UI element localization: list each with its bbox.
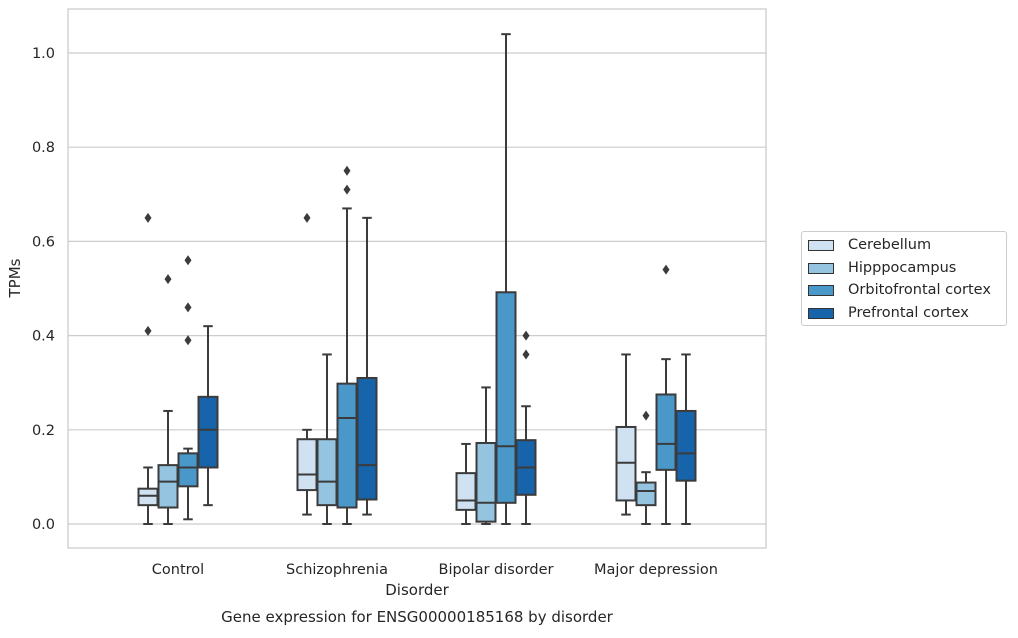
outlier-point — [144, 212, 152, 223]
legend-swatch-hippocampus — [808, 262, 834, 274]
box-iqr — [635, 481, 657, 507]
outlier-point — [343, 165, 351, 176]
x-tick-label: Bipolar disorder — [439, 562, 554, 578]
box-iqr — [197, 395, 219, 469]
legend-item-cerebellum: Cerebellum — [808, 235, 931, 255]
y-axis-label: TPMs — [6, 258, 24, 298]
box-cerebellum — [455, 442, 477, 525]
box-prefrontal-cortex — [356, 216, 378, 516]
box-hipppocampus — [635, 410, 657, 525]
x-tick-label: Major depression — [594, 562, 718, 578]
outlier-point — [184, 255, 192, 266]
box-iqr — [675, 409, 697, 482]
legend-label-cerebellum: Cerebellum — [848, 237, 932, 253]
box-orbitofrontal-cortex — [655, 264, 677, 525]
box-hipppocampus — [157, 274, 179, 525]
outlier-point — [642, 410, 650, 421]
legend-item-prefrontal-cortex: Prefrontal cortex — [808, 303, 969, 323]
box-series — [137, 33, 697, 525]
chart-title: Gene expression for ENSG00000185168 by d… — [221, 608, 614, 626]
y-tick-label: 1.0 — [32, 46, 55, 62]
legend: Cerebellum Hipppocampus Orbitofrontal co… — [801, 231, 1007, 326]
legend-swatch-cerebellum — [808, 239, 834, 251]
box-iqr — [336, 382, 358, 509]
box-cerebellum — [615, 353, 637, 516]
box-orbitofrontal-cortex — [495, 33, 517, 525]
box-iqr — [356, 376, 378, 501]
outlier-point — [662, 264, 670, 275]
box-hipppocampus — [475, 386, 497, 525]
outlier-point — [184, 335, 192, 346]
box-iqr — [177, 452, 199, 488]
y-tick-label: 0.4 — [32, 329, 55, 345]
x-tick-labels: Control Schizophrenia Bipolar disorder Majo… — [152, 562, 718, 578]
x-axis-label: Disorder — [385, 581, 449, 599]
box-prefrontal-cortex — [197, 325, 219, 507]
box-iqr — [655, 393, 677, 471]
box-iqr — [316, 438, 338, 507]
outlier-point — [303, 212, 311, 223]
y-tick-label: 0.6 — [32, 234, 55, 250]
box-iqr — [495, 291, 517, 504]
legend-label-prefrontal-cortex: Prefrontal cortex — [848, 305, 969, 321]
outlier-point — [144, 325, 152, 336]
plot-area-frame — [67, 8, 767, 549]
box-iqr — [475, 441, 497, 523]
x-tick-label: Schizophrenia — [286, 562, 388, 578]
legend-item-orbitofrontal-cortex: Orbitofrontal cortex — [808, 280, 991, 300]
box-iqr — [157, 464, 179, 509]
y-tick-label: 0.0 — [32, 517, 55, 533]
box-cerebellum — [296, 212, 318, 516]
x-tick-label: Control — [152, 562, 204, 578]
y-tick-label: 0.8 — [32, 140, 55, 156]
box-iqr — [296, 438, 318, 492]
legend-item-hippocampus: Hipppocampus — [808, 258, 956, 278]
outlier-point — [164, 274, 172, 285]
legend-label-orbitofrontal-cortex: Orbitofrontal cortex — [848, 282, 991, 298]
legend-label-hippocampus: Hipppocampus — [848, 260, 957, 276]
y-tick-labels: 0.0 0.2 0.4 0.6 0.8 1.0 — [32, 46, 55, 533]
box-iqr — [137, 487, 159, 507]
legend-swatch-orbitofrontal-cortex — [808, 284, 834, 296]
outlier-point — [343, 184, 351, 195]
legend-swatch-prefrontal-cortex — [808, 307, 834, 319]
box-prefrontal-cortex — [675, 353, 697, 525]
outlier-point — [522, 349, 530, 360]
box-cerebellum — [137, 212, 159, 525]
box-orbitofrontal-cortex — [177, 255, 199, 521]
box-orbitofrontal-cortex — [336, 165, 358, 525]
outlier-point — [184, 302, 192, 313]
box-iqr — [455, 472, 477, 511]
y-tick-label: 0.2 — [32, 423, 55, 439]
box-prefrontal-cortex — [515, 330, 537, 525]
box-hipppocampus — [316, 353, 338, 525]
outlier-point — [522, 330, 530, 341]
